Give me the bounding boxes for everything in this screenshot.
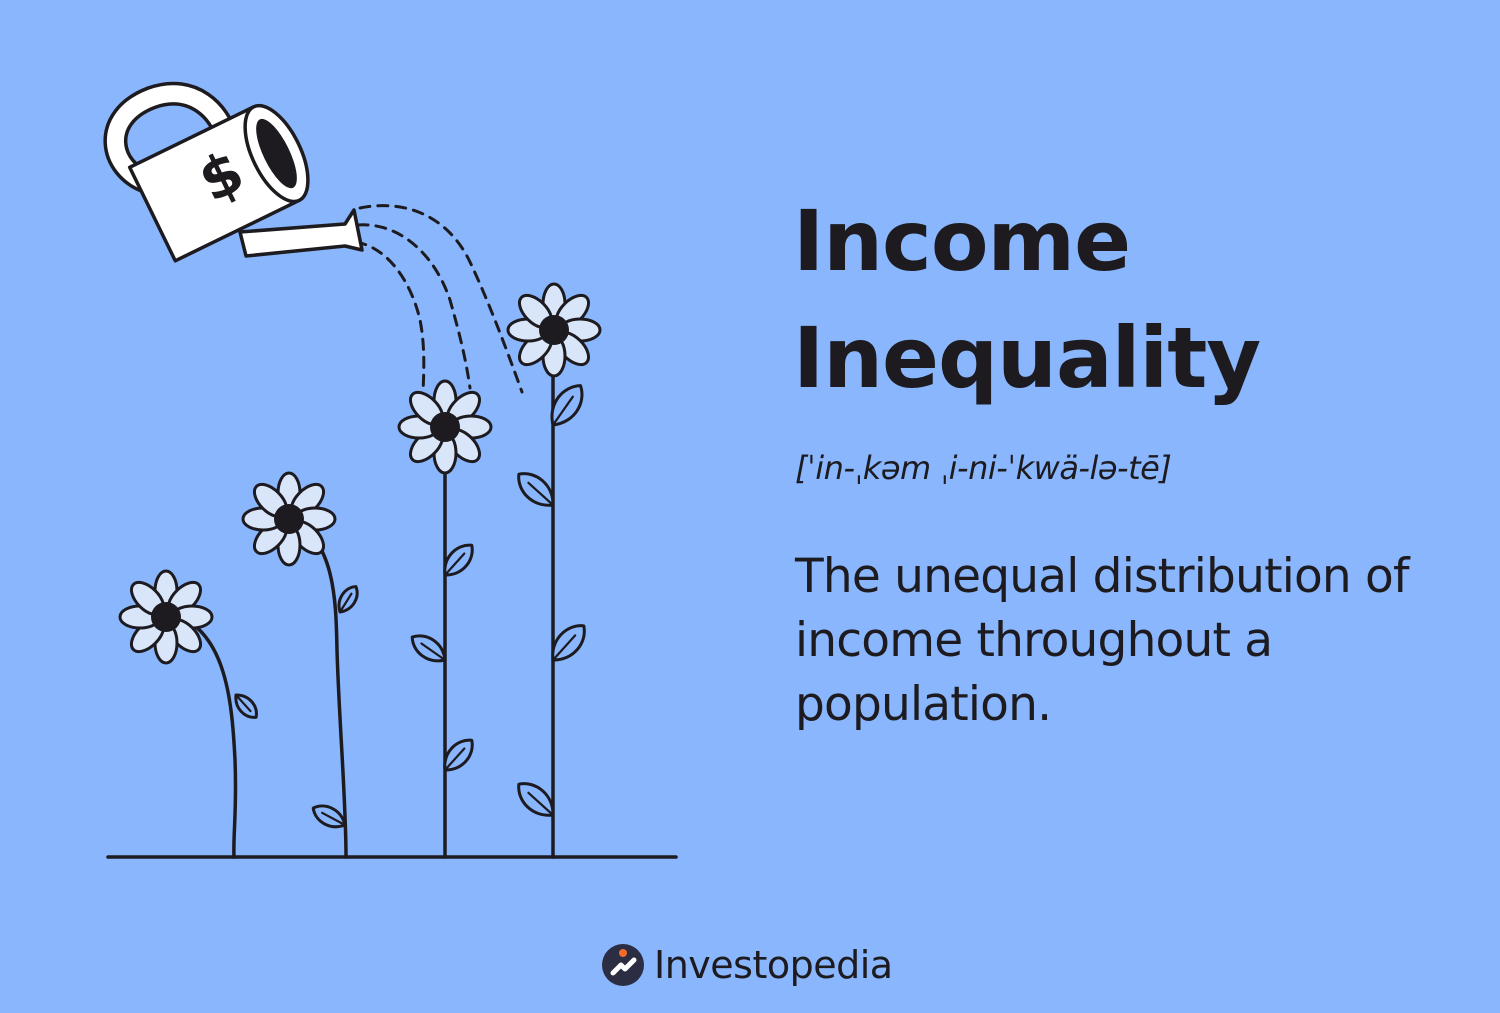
term-title-line-1: Income bbox=[793, 192, 1131, 290]
watering-can-handle bbox=[107, 85, 234, 192]
definition-text: The unequal distribution of income throu… bbox=[795, 549, 1410, 732]
investopedia-logo: Investopedia bbox=[600, 937, 893, 993]
term-title-line-2: Inequality bbox=[793, 309, 1261, 407]
leaf bbox=[337, 585, 359, 614]
flower-center bbox=[274, 504, 304, 534]
flower-stem bbox=[442, 426, 447, 859]
leaf bbox=[551, 624, 586, 662]
leaf bbox=[443, 738, 474, 772]
flower-center bbox=[539, 315, 569, 345]
pronunciation: [ˈin-ˌkəm ˌi-ni-ˈkwä-lə-tē] bbox=[795, 449, 1172, 487]
leaf bbox=[234, 693, 258, 719]
water-drops-icon bbox=[354, 204, 524, 394]
leaf bbox=[311, 804, 347, 829]
watering-can-spout bbox=[238, 208, 364, 258]
term-title: Income Inequality bbox=[793, 183, 1453, 417]
leaf bbox=[443, 543, 474, 577]
watering-can-body bbox=[103, 81, 310, 263]
leaf bbox=[517, 782, 555, 817]
flower-icon bbox=[118, 569, 214, 665]
flower-center bbox=[151, 602, 181, 632]
flower-leaves bbox=[234, 384, 586, 829]
flower-icon bbox=[241, 471, 337, 567]
flower-center bbox=[430, 412, 460, 442]
water-stream bbox=[356, 223, 472, 390]
flower-icon bbox=[506, 282, 602, 378]
flower-stem bbox=[164, 610, 238, 859]
watering-can-icon: $ bbox=[103, 81, 364, 263]
flower-stems bbox=[164, 328, 555, 859]
flower-icon bbox=[397, 379, 493, 475]
leaf bbox=[410, 634, 447, 663]
water-stream bbox=[358, 204, 524, 394]
investopedia-logo-icon bbox=[602, 944, 644, 986]
water-stream bbox=[354, 240, 426, 394]
brand-name: Investopedia bbox=[654, 943, 893, 987]
illustration: $ bbox=[103, 81, 678, 859]
leaf bbox=[517, 472, 555, 507]
watering-can-opening bbox=[256, 118, 297, 189]
leaf bbox=[550, 384, 584, 427]
flower-heads bbox=[118, 282, 602, 665]
